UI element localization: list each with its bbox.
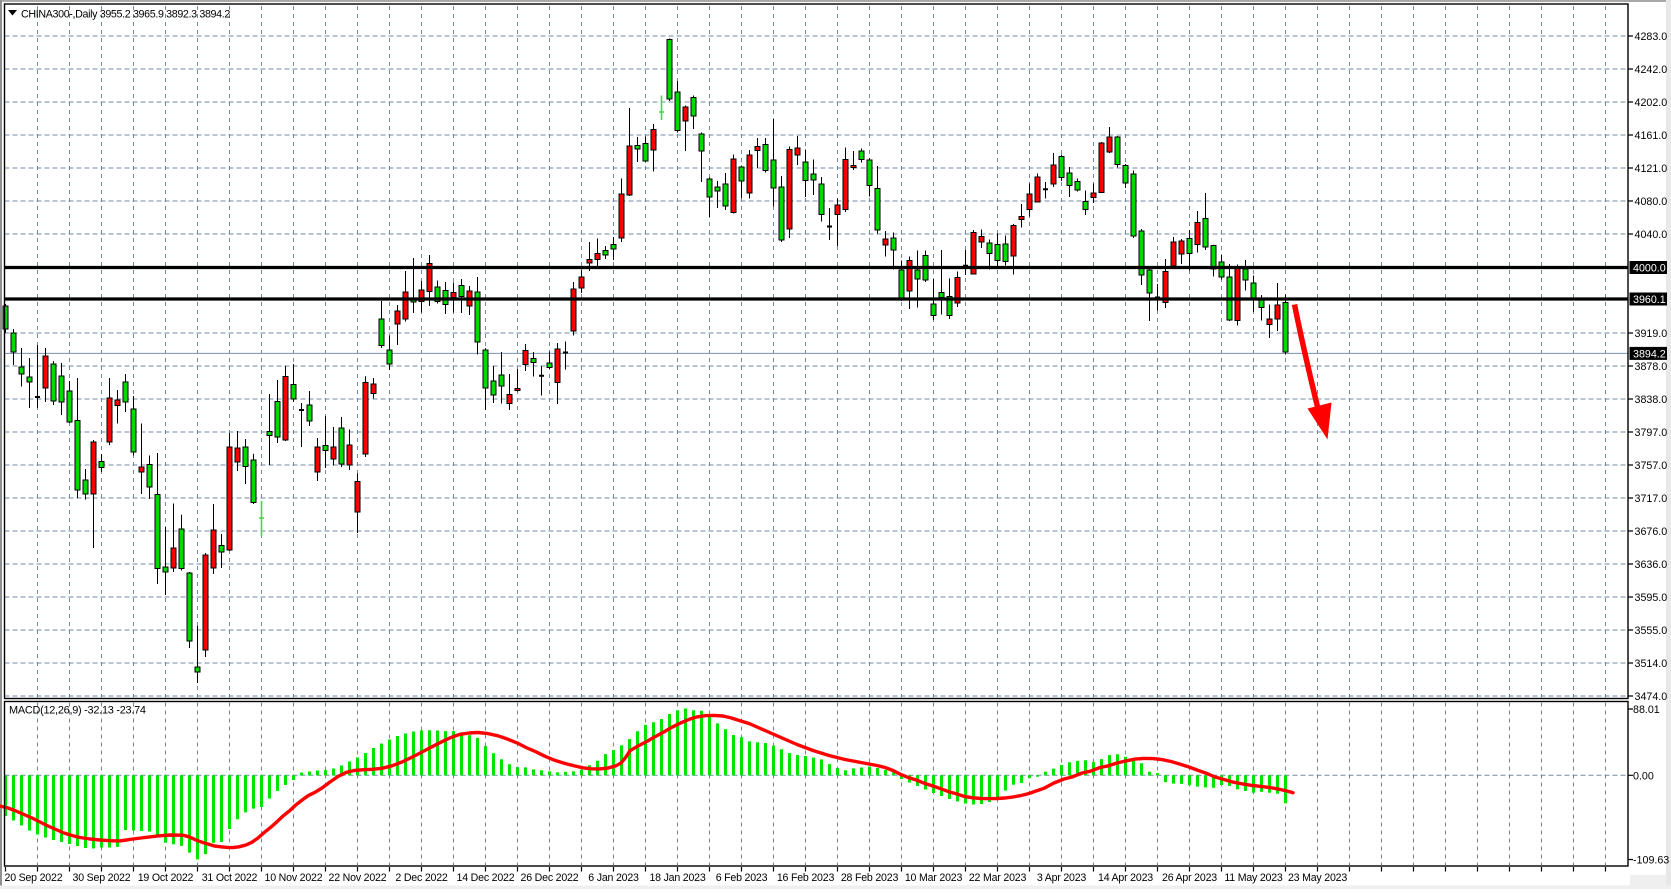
svg-text:23 May 2023: 23 May 2023 xyxy=(1288,872,1347,884)
svg-text:4283.0: 4283.0 xyxy=(1635,31,1668,43)
svg-text:3676.0: 3676.0 xyxy=(1635,526,1668,538)
svg-text:3960.1: 3960.1 xyxy=(1633,294,1666,306)
svg-text:22 Mar 2023: 22 Mar 2023 xyxy=(969,872,1027,884)
svg-text:4161.0: 4161.0 xyxy=(1635,130,1668,142)
svg-text:16 Feb 2023: 16 Feb 2023 xyxy=(777,872,835,884)
svg-text:10 Mar 2023: 10 Mar 2023 xyxy=(905,872,963,884)
svg-text:14 Dec 2022: 14 Dec 2022 xyxy=(457,872,515,884)
svg-text:4121.0: 4121.0 xyxy=(1635,163,1668,175)
svg-text:19 Oct 2022: 19 Oct 2022 xyxy=(138,872,194,884)
svg-text:30 Sep 2022: 30 Sep 2022 xyxy=(73,872,131,884)
svg-text:3878.0: 3878.0 xyxy=(1635,361,1668,373)
svg-text:28 Feb 2023: 28 Feb 2023 xyxy=(841,872,899,884)
svg-text:4242.0: 4242.0 xyxy=(1635,64,1668,76)
svg-text:MACD(12,26,9) -32.13 -23.74: MACD(12,26,9) -32.13 -23.74 xyxy=(9,705,146,717)
svg-text:3555.0: 3555.0 xyxy=(1635,625,1668,637)
svg-text:26 Dec 2022: 26 Dec 2022 xyxy=(521,872,579,884)
svg-text:4080.0: 4080.0 xyxy=(1635,196,1668,208)
svg-text:6 Jan 2023: 6 Jan 2023 xyxy=(588,872,639,884)
svg-text:11 May 2023: 11 May 2023 xyxy=(1224,872,1283,884)
svg-text:3474.0: 3474.0 xyxy=(1635,691,1668,703)
svg-text:6 Feb 2023: 6 Feb 2023 xyxy=(716,872,768,884)
svg-text:4000.0: 4000.0 xyxy=(1633,263,1666,275)
svg-text:3595.0: 3595.0 xyxy=(1635,592,1668,604)
svg-text:18 Jan 2023: 18 Jan 2023 xyxy=(649,872,705,884)
svg-text:4202.0: 4202.0 xyxy=(1635,97,1668,109)
svg-text:3717.0: 3717.0 xyxy=(1635,493,1668,505)
svg-text:88.01: 88.01 xyxy=(1633,704,1660,716)
svg-text:0.00: 0.00 xyxy=(1633,770,1654,782)
svg-text:22 Nov 2022: 22 Nov 2022 xyxy=(329,872,387,884)
svg-text:4040.0: 4040.0 xyxy=(1635,229,1668,241)
svg-text:CHINA300-,Daily 3955.2 3965.9: CHINA300-,Daily 3955.2 3965.9 3892.3 389… xyxy=(21,9,230,21)
svg-text:20 Sep 2022: 20 Sep 2022 xyxy=(5,872,63,884)
svg-text:-109.63: -109.63 xyxy=(1633,855,1669,867)
svg-text:3 Apr 2023: 3 Apr 2023 xyxy=(1037,872,1087,884)
svg-text:3514.0: 3514.0 xyxy=(1635,658,1668,670)
svg-text:14 Apr 2023: 14 Apr 2023 xyxy=(1098,872,1153,884)
svg-text:31 Oct 2022: 31 Oct 2022 xyxy=(202,872,258,884)
svg-text:3797.0: 3797.0 xyxy=(1635,427,1668,439)
svg-text:3894.2: 3894.2 xyxy=(1633,348,1666,360)
svg-text:2 Dec 2022: 2 Dec 2022 xyxy=(395,872,447,884)
svg-text:26 Apr 2023: 26 Apr 2023 xyxy=(1162,872,1217,884)
svg-text:3757.0: 3757.0 xyxy=(1635,460,1668,472)
svg-text:10 Nov 2022: 10 Nov 2022 xyxy=(265,872,323,884)
svg-text:3636.0: 3636.0 xyxy=(1635,559,1668,571)
svg-text:3919.0: 3919.0 xyxy=(1635,328,1668,340)
svg-text:3838.0: 3838.0 xyxy=(1635,394,1668,406)
